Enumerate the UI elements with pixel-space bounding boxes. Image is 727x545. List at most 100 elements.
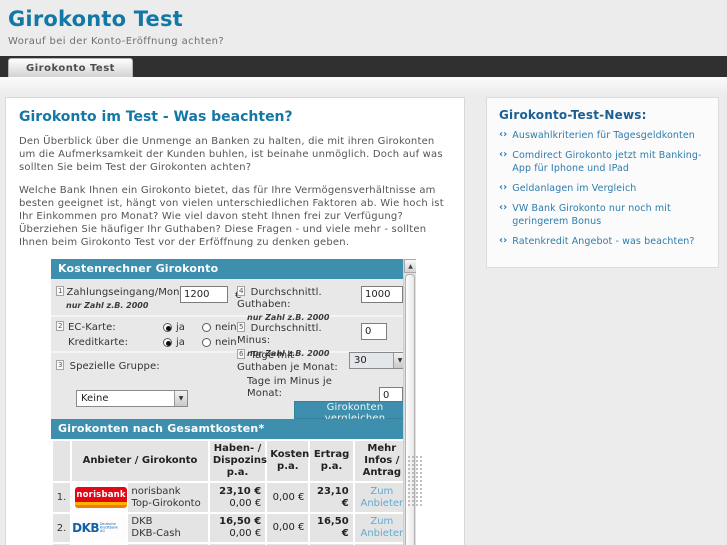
news-bullet-icon: ‹› bbox=[499, 182, 508, 193]
table-row: 2. DKB Deutsche Kreditbank AG DKB DKB-Ca… bbox=[53, 514, 409, 542]
field-income: 1 Zahlungseingang/Monat: nur Zahl z.B. 20… bbox=[56, 286, 246, 310]
group-select[interactable]: Keine ▼ bbox=[76, 390, 188, 407]
main-content: Girokonto im Test - Was beachten? Den Üb… bbox=[5, 97, 465, 545]
list-item: ‹› Comdirect Girokonto jetzt mit Banking… bbox=[499, 149, 706, 175]
norisbank-logo: norisbank bbox=[72, 483, 128, 512]
rank-header bbox=[53, 441, 71, 481]
resize-grip[interactable] bbox=[407, 455, 423, 507]
results-table: Anbieter / Girokonto Haben- / Dispozins … bbox=[51, 439, 411, 545]
row-kosten: 0,00 € bbox=[267, 514, 309, 542]
field-label: Spezielle Gruppe: bbox=[69, 361, 160, 372]
news-bullet-icon: ‹› bbox=[499, 149, 508, 160]
field-label: Zahlungseingang/Monat: bbox=[66, 287, 194, 298]
tabbar-shadow bbox=[0, 77, 727, 95]
minus-input[interactable] bbox=[361, 323, 387, 340]
news-link[interactable]: Geldanlagen im Vergleich bbox=[512, 183, 637, 194]
list-item: ‹› Geldanlagen im Vergleich bbox=[499, 182, 706, 195]
radio-label: ja bbox=[176, 322, 185, 333]
days-plus-value: 30 bbox=[354, 355, 367, 366]
radio-label: nein bbox=[215, 337, 237, 348]
news-list: ‹› Auswahlkriterien für Tagesgeldkonten … bbox=[499, 129, 706, 248]
kosten-header: Kosten p.a. bbox=[267, 441, 309, 481]
news-bullet-icon: ‹› bbox=[499, 235, 508, 246]
form-separator bbox=[51, 351, 403, 353]
news-link[interactable]: Comdirect Girokonto jetzt mit Banking-Ap… bbox=[512, 150, 702, 174]
field-label: Tage mit Guthaben je Monat: bbox=[237, 350, 338, 373]
field-number-badge: 1 bbox=[56, 286, 65, 296]
radio-ec-ja[interactable] bbox=[163, 323, 172, 332]
field-number-badge: 6 bbox=[237, 349, 246, 359]
news-title: Girokonto-Test-News: bbox=[499, 108, 647, 122]
news-link[interactable]: VW Bank Girokonto nur noch mit geringere… bbox=[512, 203, 671, 227]
haben-header: Haben- / Dispozins p.a. bbox=[209, 441, 267, 481]
field-label: Durchschnittl. Minus: bbox=[237, 323, 322, 346]
row-link-cell: Zum Anbieter bbox=[354, 483, 409, 512]
tab-girokonto-test[interactable]: Girokonto Test bbox=[8, 58, 133, 77]
balance-input[interactable] bbox=[361, 286, 403, 303]
scroll-up-icon[interactable]: ▲ bbox=[404, 259, 416, 273]
radio-ec-nein[interactable] bbox=[202, 323, 211, 332]
row-link-cell: Zum Anbieter bbox=[354, 514, 409, 542]
row-rank: 2. bbox=[53, 514, 71, 542]
haben-value: 23,10 € bbox=[219, 485, 262, 497]
tab-bar: Girokonto Test bbox=[0, 56, 727, 77]
site-header: Girokonto Test Worauf bei der Konto-Eröf… bbox=[0, 0, 727, 47]
radio-label: nein bbox=[215, 322, 237, 333]
dispo-value: 0,00 € bbox=[229, 497, 262, 509]
field-number-badge: 3 bbox=[56, 360, 65, 370]
field-number-badge: 2 bbox=[56, 321, 65, 331]
days-minus-input[interactable] bbox=[379, 387, 403, 404]
compare-button[interactable]: Girokonten vergleichen bbox=[294, 401, 416, 424]
field-days: 6 Tage mit Guthaben je Monat: 30 ▼ Tage … bbox=[237, 349, 407, 404]
row-product-name: norisbank Top-Girokonto bbox=[128, 483, 208, 512]
field-number-badge: 5 bbox=[237, 322, 246, 332]
group-select-value: Keine bbox=[81, 393, 109, 404]
zum-anbieter-link[interactable]: Zum Anbieter bbox=[360, 516, 404, 539]
field-hint: nur Zahl z.B. 2000 bbox=[247, 313, 330, 322]
list-item: ‹› Auswahlkriterien für Tagesgeldkonten bbox=[499, 129, 706, 142]
field-label: EC-Karte: bbox=[68, 322, 116, 333]
page-title: Girokonto Test bbox=[8, 7, 183, 31]
scrollbar-thumb[interactable] bbox=[405, 274, 415, 545]
ertrag-header: Ertrag p.a. bbox=[310, 441, 353, 481]
table-row: 1. norisbank norisbank Top-Girokonto 23,… bbox=[53, 483, 409, 512]
page-subtitle: Worauf bei der Konto-Eröffnung achten? bbox=[8, 36, 225, 47]
calculator-title: Kostenrechner Girokonto bbox=[51, 259, 403, 279]
income-input[interactable] bbox=[180, 286, 228, 303]
chevron-down-icon: ▼ bbox=[393, 353, 406, 368]
row-haben: 16,50 €0,00 € bbox=[209, 514, 266, 542]
article-paragraph: Welche Bank Ihnen ein Girokonto bietet, … bbox=[19, 185, 444, 248]
radio-label: ja bbox=[176, 337, 185, 348]
field-label: Durchschnittl. Guthaben: bbox=[237, 287, 322, 310]
radio-credit-ja[interactable] bbox=[163, 338, 172, 347]
news-link[interactable]: Auswahlkriterien für Tagesgeldkonten bbox=[512, 130, 695, 141]
table-header-row: Anbieter / Girokonto Haben- / Dispozins … bbox=[53, 441, 409, 481]
field-label: Kreditkarte: bbox=[68, 337, 129, 348]
dkb-logo-subtext: Deutsche Kreditbank AG bbox=[100, 522, 118, 533]
page-columns: Girokonto im Test - Was beachten? Den Üb… bbox=[0, 95, 727, 545]
row-ertrag: 16,50 € bbox=[310, 514, 353, 542]
news-link[interactable]: Ratenkredit Angebot - was beachten? bbox=[512, 236, 695, 247]
field-cards: 2 EC-Karte: ja nein Kreditkarte: ja nein bbox=[56, 321, 237, 351]
row-rank: 1. bbox=[53, 483, 71, 512]
row-kosten: 0,00 € bbox=[267, 483, 309, 512]
results-table-wrap: Anbieter / Girokonto Haben- / Dispozins … bbox=[51, 439, 416, 545]
article-paragraph: Den Überblick über die Unmenge an Banken… bbox=[19, 136, 443, 173]
provider-header: Anbieter / Girokonto bbox=[72, 441, 208, 481]
dkb-logo-mark: DKB Deutsche Kreditbank AG bbox=[72, 518, 128, 538]
calculator-widget: Kostenrechner Girokonto 1 Zahlungseingang… bbox=[51, 259, 416, 545]
radio-credit-nein[interactable] bbox=[202, 338, 211, 347]
norisbank-logo-mark: norisbank bbox=[75, 487, 128, 508]
ertrag-value: 23,10 € bbox=[317, 485, 349, 509]
field-minus: 5 Durchschnittl. Minus: nur Zahl z.B. 20… bbox=[237, 322, 403, 358]
dkb-logo-text: DKB bbox=[72, 521, 100, 535]
field-hint: nur Zahl z.B. 2000 bbox=[247, 349, 330, 358]
calculator-form: 1 Zahlungseingang/Monat: nur Zahl z.B. 20… bbox=[51, 279, 407, 419]
row-ertrag: 23,10 € bbox=[310, 483, 353, 512]
list-item: ‹› Ratenkredit Angebot - was beachten? bbox=[499, 235, 706, 248]
days-plus-select[interactable]: 30 ▼ bbox=[349, 352, 407, 369]
zum-anbieter-link[interactable]: Zum Anbieter bbox=[360, 485, 404, 509]
article-heading: Girokonto im Test - Was beachten? bbox=[19, 109, 293, 125]
field-group: 3 Spezielle Gruppe: Keine ▼ bbox=[56, 357, 232, 407]
haben-value: 16,50 € bbox=[219, 516, 262, 527]
